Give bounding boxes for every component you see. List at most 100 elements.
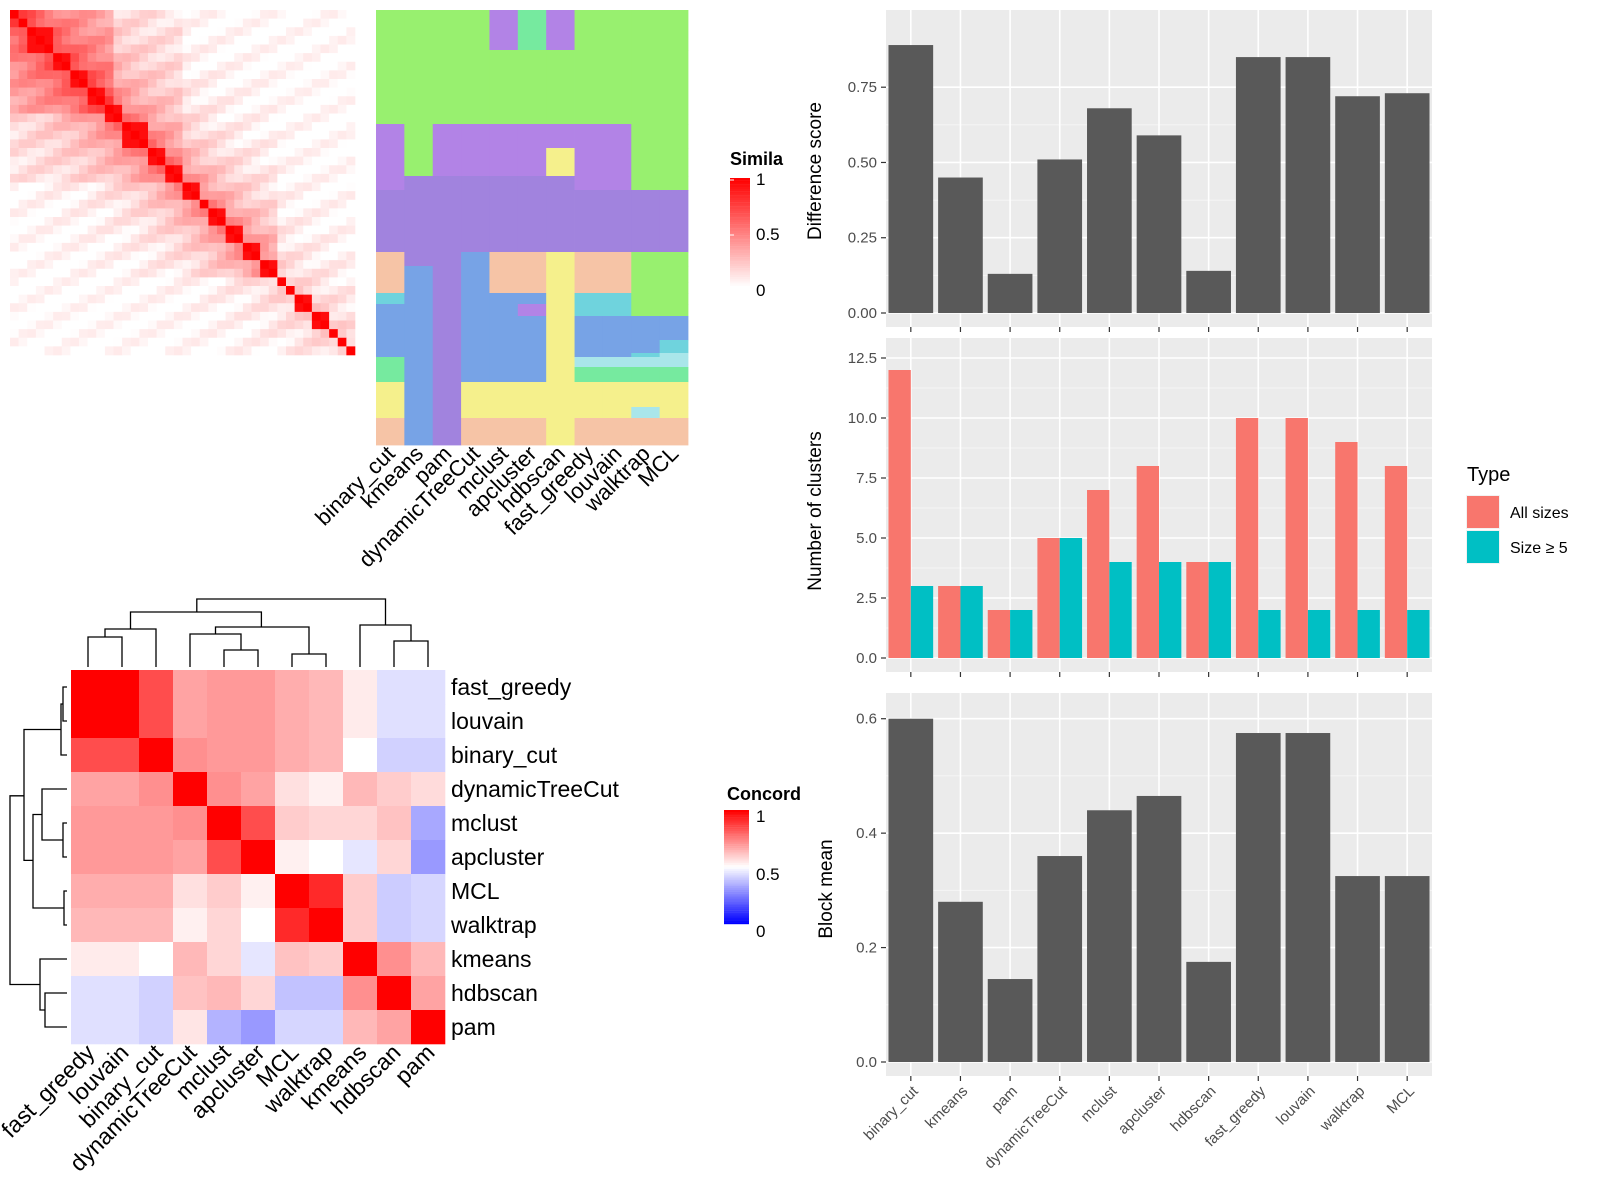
concordance-row-label: walktrap [450, 912, 537, 938]
similarity-cell [217, 329, 226, 339]
similarity-legend-gradient-step [730, 193, 750, 196]
concordance-column-dendrogram-branch [129, 611, 263, 629]
similarity-cell [191, 61, 201, 71]
similarity-cell [286, 156, 295, 166]
similarity-cell [18, 225, 28, 235]
similarity-cell [79, 346, 88, 356]
similarity-cell [27, 346, 37, 356]
cluster-assignment-cell [602, 190, 632, 253]
similarity-cell [61, 346, 71, 356]
similarity-cell [225, 113, 235, 123]
similarity-cell [79, 182, 88, 192]
concordance-cell [275, 1010, 310, 1045]
similarity-cell [311, 182, 321, 192]
similarity-cell [53, 191, 63, 201]
similarity-cell [320, 329, 330, 339]
cluster-assignment-cell [489, 50, 519, 125]
similarity-cell [35, 70, 45, 80]
similarity-legend-gradient-step [730, 219, 750, 223]
cluster-assignment-cell [602, 304, 632, 317]
similarity-cell [251, 208, 261, 218]
similarity-cell [113, 148, 123, 157]
similarity-cell [148, 10, 157, 19]
similarity-cell [104, 96, 114, 106]
similarity-cell [104, 173, 114, 183]
similarity-cell [260, 44, 270, 54]
similarity-cell [156, 104, 166, 114]
similarity-cell [294, 27, 304, 37]
similarity-cell [260, 156, 270, 166]
similarity-cell [139, 294, 149, 304]
concordance-cell [411, 874, 446, 909]
similarity-cell [320, 346, 330, 356]
similarity-cell [217, 87, 226, 97]
similarity-cell [165, 268, 175, 278]
similarity-cell [27, 217, 37, 226]
similarity-cell [260, 87, 270, 97]
similarity-cell [320, 165, 330, 175]
concordance-cell [309, 942, 344, 977]
concordance-legend-gradient-step [724, 865, 749, 868]
similarity-cell [165, 251, 175, 261]
similarity-cell [104, 337, 114, 347]
similarity-cell [242, 10, 252, 19]
similarity-cell [286, 225, 295, 235]
similarity-cell [268, 234, 278, 244]
similarity-cell [260, 53, 270, 63]
similarity-cell [44, 130, 54, 140]
cluster-assignment-cell [631, 190, 661, 253]
similarity-cell [277, 35, 287, 45]
similarity-cell [122, 217, 132, 226]
similarity-cell [96, 70, 106, 80]
similarity-cell [311, 79, 321, 88]
similarity-cell [268, 10, 278, 19]
similarity-cell [217, 303, 226, 313]
similarity-cell [27, 337, 37, 347]
similarity-cell [268, 217, 278, 226]
similarity-cell [44, 268, 54, 278]
cluster-assignment-cell [404, 304, 434, 317]
concordance-cell [139, 874, 174, 909]
cluster-assignment-cell [602, 357, 632, 368]
similarity-cell [70, 242, 80, 252]
similarity-cell [10, 130, 19, 140]
similarity-legend-gradient-step [730, 191, 750, 194]
similarity-cell [18, 199, 28, 209]
similarity-cell [286, 53, 295, 63]
similarity-cell [260, 260, 270, 270]
similarity-cell [182, 191, 192, 201]
similarity-cell [294, 96, 304, 106]
similarity-cell [329, 70, 339, 80]
similarity-cell [130, 329, 140, 339]
concordance-cell [173, 840, 208, 875]
similarity-cell [18, 35, 28, 45]
similarity-cell [87, 148, 97, 157]
similarity-cell [96, 35, 106, 45]
similarity-cell [113, 277, 123, 287]
similarity-cell [53, 286, 63, 295]
similarity-cell [87, 208, 97, 218]
similarity-cell [199, 130, 209, 140]
similarity-cell [53, 225, 63, 235]
similarity-cell [139, 156, 149, 166]
similarity-cell [87, 44, 97, 54]
cluster-assignment-cell [376, 176, 405, 191]
similarity-cell [337, 337, 347, 347]
similarity-cell [182, 70, 192, 80]
similarity-cell [70, 156, 80, 166]
similarity-cell [191, 104, 201, 114]
cluster-assignment-cell [631, 353, 661, 358]
similarity-cell [61, 242, 71, 252]
similarity-cell [225, 139, 235, 149]
similarity-cell [268, 277, 278, 287]
similarity-cell [35, 53, 45, 63]
similarity-cell [44, 242, 54, 252]
similarity-cell [35, 242, 45, 252]
cluster-assignment-cell [404, 50, 434, 125]
similarity-cell [27, 251, 37, 261]
similarity-cell [329, 191, 339, 201]
similarity-cell [165, 139, 175, 149]
cluster-assignment-cell [376, 10, 405, 51]
similarity-cell [251, 268, 261, 278]
